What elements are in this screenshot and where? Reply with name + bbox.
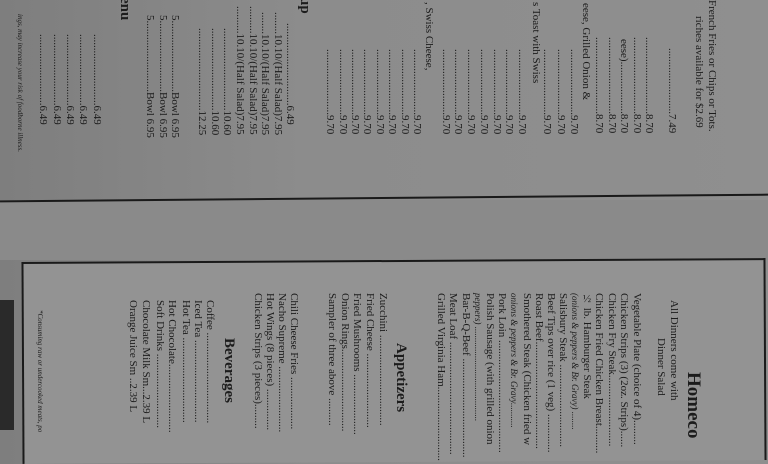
menu-line: ..............................12.25 bbox=[196, 27, 208, 135]
menu-item: Pork Loin ..............................… bbox=[496, 293, 508, 453]
menu-item: Chocolate Milk Sm...2.39 L bbox=[140, 300, 152, 424]
section-heading: Beverages bbox=[221, 338, 237, 403]
footnote: *Consuming raw or undercooked meats, po bbox=[36, 310, 44, 433]
section-title: Homeco bbox=[683, 372, 704, 439]
menu-line: s Toast with Swiss bbox=[530, 1, 542, 83]
menu-line: ..........................6.49 bbox=[37, 34, 49, 125]
menu-item: Nacho Supreme ........................ bbox=[276, 293, 288, 433]
menu-line: ........................9.70 bbox=[452, 48, 464, 134]
menu-item: Hot Chocolate......................... bbox=[166, 300, 178, 433]
menu-item: Soft Drinks ........................... bbox=[154, 300, 166, 429]
menu-item: Polish Sausage (with grilled onion bbox=[484, 293, 496, 445]
menu-line: ..........................6.49 bbox=[77, 34, 89, 125]
menu-item: Onion Rings.............................… bbox=[339, 293, 351, 432]
menu-line: ........10.10/(Half Salad)7.95 bbox=[272, 11, 284, 135]
menu-item: onions & peppers & Br. Gravy........... bbox=[509, 293, 519, 428]
menu-line: 5..........................Bowl 6.95 bbox=[157, 15, 169, 138]
shadow-edge bbox=[0, 300, 14, 430]
menu-item: Zucchini ...............................… bbox=[377, 293, 389, 426]
menu-item: Grilled Virginia Ham....................… bbox=[435, 293, 447, 461]
menu-line: ............................8.70 bbox=[643, 36, 655, 133]
menu-line: ..............................10.60 bbox=[221, 27, 233, 135]
menu-line: ........................9.70 bbox=[411, 48, 423, 134]
menu-item: Fried Cheese ........................... bbox=[364, 293, 376, 428]
menu-line: ........................9.70 bbox=[478, 48, 490, 134]
menu-item: Coffee ................................. bbox=[204, 300, 216, 424]
subtitle: All Dinners come with bbox=[668, 300, 680, 401]
menu-line: ..........................6.49 bbox=[51, 34, 63, 125]
menu-line: ........................9.70 bbox=[349, 48, 361, 134]
menu-line: , Swiss Cheese, bbox=[423, 1, 435, 70]
menu-line: ............................8.70 bbox=[606, 36, 618, 133]
menu-line: 5..........................Bowl 6.95 bbox=[144, 15, 156, 138]
menu-item: Iced Tea .............................. bbox=[192, 300, 204, 423]
menu-line: ........................9.70 bbox=[361, 48, 373, 134]
menu-item: Beef Tips over rice (1 veg) ............… bbox=[545, 293, 557, 453]
menu-item: Vegetable Plate (choice of 4)......... bbox=[631, 293, 643, 445]
menu-line: ..........10.10/(Half Salad)7.95 bbox=[247, 6, 259, 135]
menu-line: ........................9.70 bbox=[491, 48, 503, 134]
menu-line: ........................9.70 bbox=[465, 48, 477, 134]
menu-item: Hot Tea ............................... bbox=[180, 300, 192, 423]
page-gap bbox=[0, 200, 768, 260]
menu-line: eese, Grilled Onion & bbox=[580, 2, 592, 100]
menu-line: 5..........................Bowl 6.95 bbox=[169, 15, 181, 138]
menu-item: ½ lb. Hamburger Steak bbox=[581, 293, 593, 399]
menu-item: peppers) ...............................… bbox=[473, 293, 483, 422]
menu-line: ........................9.70 bbox=[399, 48, 411, 134]
menu-item: Chicken Fry Steak.......................… bbox=[606, 293, 618, 447]
menu-line: ........................9.70 bbox=[324, 48, 336, 134]
menu-item: Roast Beef..............................… bbox=[533, 293, 545, 449]
menu-item: Sampler of three above .......... bbox=[326, 293, 338, 426]
menu-line: riches available for $2.69 bbox=[693, 16, 705, 128]
menu-item: Hot Wings (8 pieces) ............... bbox=[264, 293, 276, 431]
menu-item: Salisbury Steak ........................… bbox=[557, 293, 569, 447]
menu-line: ............................8.70 bbox=[631, 36, 643, 133]
menu-line: ........10.10/(Half Salad)7.95 bbox=[259, 11, 271, 135]
menu-line: ........................9.70 bbox=[374, 48, 386, 134]
menu-line: ........................9.70 bbox=[386, 48, 398, 134]
menu-line: ..........................6.49 bbox=[91, 34, 103, 125]
menu-item: Chili Cheese Fries ................... bbox=[288, 293, 300, 430]
menu-line: eese)...................8.70 bbox=[618, 38, 630, 133]
menu-item: Chicken Strips (3 pieces)......... bbox=[252, 293, 264, 429]
menu-item: (onions & peppers & Br. Gravy) ........ bbox=[570, 293, 580, 430]
menu-item: Fried Mushrooms ...................... bbox=[351, 293, 363, 435]
footnote: ings, may increase your risk of foodborn… bbox=[16, 14, 24, 152]
menu-line: ..........10.10/(Half Salad)7.95 bbox=[234, 6, 246, 135]
menu-line: ........................9.70 bbox=[440, 48, 452, 134]
menu-item: Meat Loaf ..............................… bbox=[447, 293, 459, 455]
menu-line: ........................9.70 bbox=[516, 48, 528, 134]
subtitle: Dinner Salad bbox=[655, 338, 667, 396]
menu-line: ........................9.70 bbox=[503, 48, 515, 134]
menu-item: Smothered Steak (Chicken fried w bbox=[521, 293, 533, 446]
menu-item: Chicken Fried Chicken Breast.......... bbox=[593, 293, 605, 454]
menu-line: ............................8.70 bbox=[593, 36, 605, 133]
menu-line: ..............................6.49 bbox=[284, 23, 296, 125]
menu-line: ........................9.70 bbox=[337, 48, 349, 134]
menu-line: ........................7.49 bbox=[666, 47, 678, 133]
menu-item: Bar-B-Q-Beef ...........................… bbox=[460, 293, 472, 458]
menu-line: ........................9.70 bbox=[555, 48, 567, 134]
menu-line: ..........................6.49 bbox=[64, 34, 76, 125]
section-heading: Appetizers bbox=[393, 343, 409, 413]
section-heading: up bbox=[297, 0, 313, 14]
section-heading: enu bbox=[117, 0, 133, 20]
menu-line: ........................9.70 bbox=[568, 48, 580, 134]
menu-line: ........................9.70 bbox=[541, 48, 553, 134]
menu-line: ..............................10.60 bbox=[209, 27, 221, 135]
menu-item: Orange Juice Sm ..2.39 L bbox=[127, 300, 139, 413]
menu-line: French Fries or Chips or Tots. bbox=[706, 0, 718, 132]
menu-item: Chicken Strips (3) (2oz. Strips)...... bbox=[618, 293, 630, 448]
